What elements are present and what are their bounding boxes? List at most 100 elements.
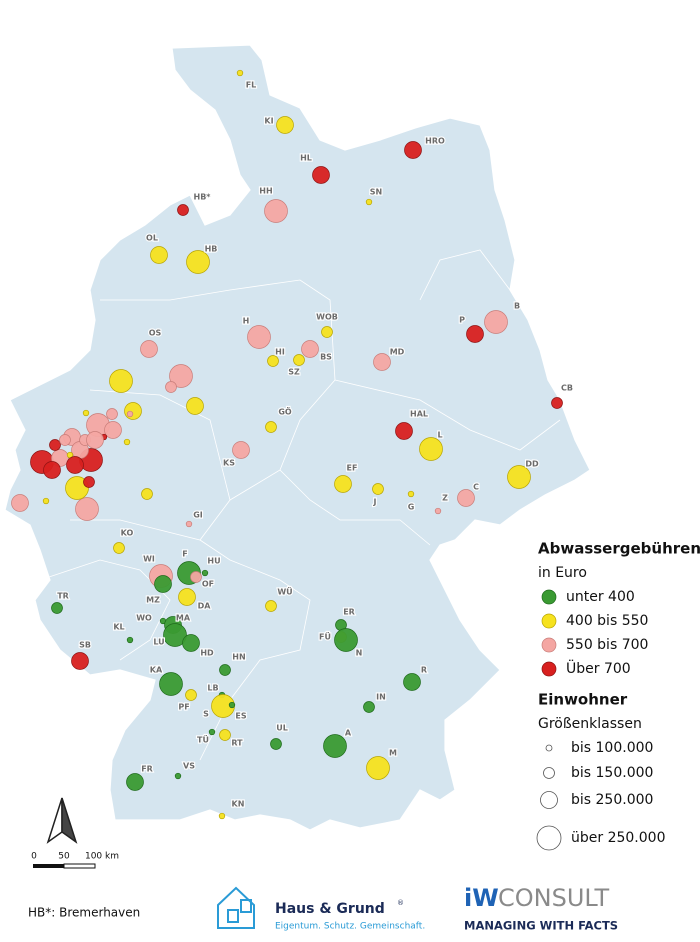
city-bubble (270, 738, 282, 750)
city-label: HRO (425, 137, 445, 146)
legend-label: 550 bis 700 (566, 637, 648, 653)
city-bubble (312, 166, 330, 184)
city-label: OF (202, 580, 214, 589)
city-bubble (82, 409, 90, 417)
city-bubble (49, 439, 61, 451)
scale-bar (33, 863, 96, 869)
city-label: SN (370, 188, 382, 197)
city-bubble (159, 672, 183, 696)
city-bubble (109, 369, 133, 393)
legend-size-label: über 250.000 (571, 830, 665, 846)
city-label: MZ (146, 596, 160, 605)
city-bubble (321, 326, 333, 338)
city-label: LB (207, 684, 218, 693)
city-bubble (232, 441, 250, 459)
city-bubble (174, 772, 182, 780)
city-label: HD (200, 649, 214, 658)
city-label: DA (198, 602, 212, 611)
city-bubble (218, 812, 226, 820)
city-label: WOB (316, 313, 338, 322)
city-bubble (466, 325, 484, 343)
city-label: WÜ (277, 587, 292, 597)
legend-size-label: bis 150.000 (571, 765, 653, 781)
city-label: A (345, 729, 352, 738)
city-bubble (236, 69, 244, 77)
city-bubble (551, 397, 563, 409)
legend-size-label: bis 100.000 (571, 740, 653, 756)
city-label: Z (442, 494, 448, 503)
scale-label: 50 (58, 852, 70, 862)
legend-size (540, 791, 558, 809)
city-label: KI (264, 117, 273, 126)
city-bubble (75, 497, 99, 521)
city-label: KS (223, 459, 235, 468)
city-label: M (389, 749, 397, 758)
germany-outline (4, 44, 591, 831)
haus-und-grund-logo (217, 886, 255, 929)
city-bubble (185, 689, 197, 701)
city-label: KA (150, 666, 163, 675)
city-bubble (457, 489, 475, 507)
city-label: FÜ (319, 632, 331, 642)
city-bubble (43, 461, 61, 479)
city-bubble (219, 664, 231, 676)
city-label: N (356, 649, 363, 658)
city-bubble (264, 199, 288, 223)
city-bubble (126, 636, 134, 644)
city-bubble (228, 701, 236, 709)
city-label: J (373, 498, 377, 507)
city-bubble (59, 434, 71, 446)
city-bubble (403, 673, 421, 691)
legend-size (536, 825, 562, 851)
city-bubble (395, 422, 413, 440)
city-label: R (421, 666, 427, 675)
iw-name: CONSULT (498, 884, 609, 912)
city-bubble (165, 381, 177, 393)
city-label: PF (178, 703, 189, 712)
iw-prefix: iW (464, 884, 499, 912)
city-bubble (65, 476, 89, 500)
city-label: ES (235, 712, 246, 721)
legend-swatch (541, 661, 557, 677)
legend-size-title: Einwohner (538, 691, 628, 709)
city-bubble (372, 483, 384, 495)
legend-size (543, 767, 555, 779)
city-bubble (363, 701, 375, 713)
city-bubble (185, 520, 193, 528)
legend-swatch (541, 613, 557, 629)
city-label: MD (390, 348, 405, 357)
city-bubble (507, 465, 531, 489)
city-bubble (177, 204, 189, 216)
city-label: SB (79, 641, 91, 650)
city-label: HL (300, 154, 312, 163)
city-label: HB* (194, 193, 212, 202)
city-label: HB (205, 245, 218, 254)
city-label: BS (320, 353, 332, 362)
city-bubble (301, 340, 319, 358)
hg-name: Haus & Grund (275, 901, 385, 917)
city-bubble (373, 353, 391, 371)
city-label: OS (149, 329, 162, 338)
city-bubble (247, 325, 271, 349)
city-bubble (104, 421, 122, 439)
legend-label: 400 bis 550 (566, 613, 648, 629)
city-bubble (124, 402, 142, 420)
city-bubble (154, 575, 172, 593)
city-bubble (265, 421, 277, 433)
city-label: B (514, 302, 520, 311)
legend-size-subtitle: Größenklassen (538, 716, 642, 732)
city-bubble (186, 397, 204, 415)
hg-mark: ® (397, 899, 404, 907)
city-label: HAL (410, 410, 428, 419)
city-label: HI (275, 348, 285, 357)
city-bubble (201, 569, 209, 577)
city-bubble (276, 116, 294, 134)
city-label: SZ (288, 368, 300, 377)
city-bubble (190, 571, 202, 583)
cities (11, 69, 563, 820)
hg-tagline: Eigentum. Schutz. Gemeinschaft. (275, 922, 425, 932)
city-bubble (51, 602, 63, 614)
city-bubble (66, 456, 84, 474)
city-bubble (126, 773, 144, 791)
